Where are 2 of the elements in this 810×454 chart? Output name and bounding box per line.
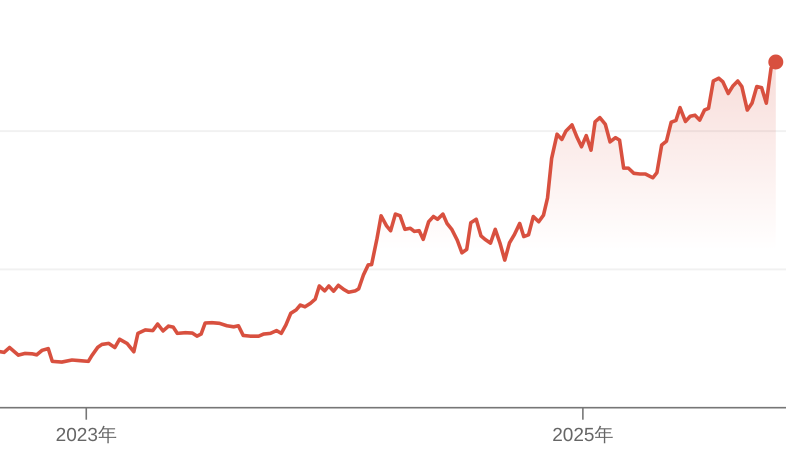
x-tick-label: 2023年 bbox=[56, 425, 117, 446]
x-tick-label: 2025年 bbox=[552, 425, 614, 446]
